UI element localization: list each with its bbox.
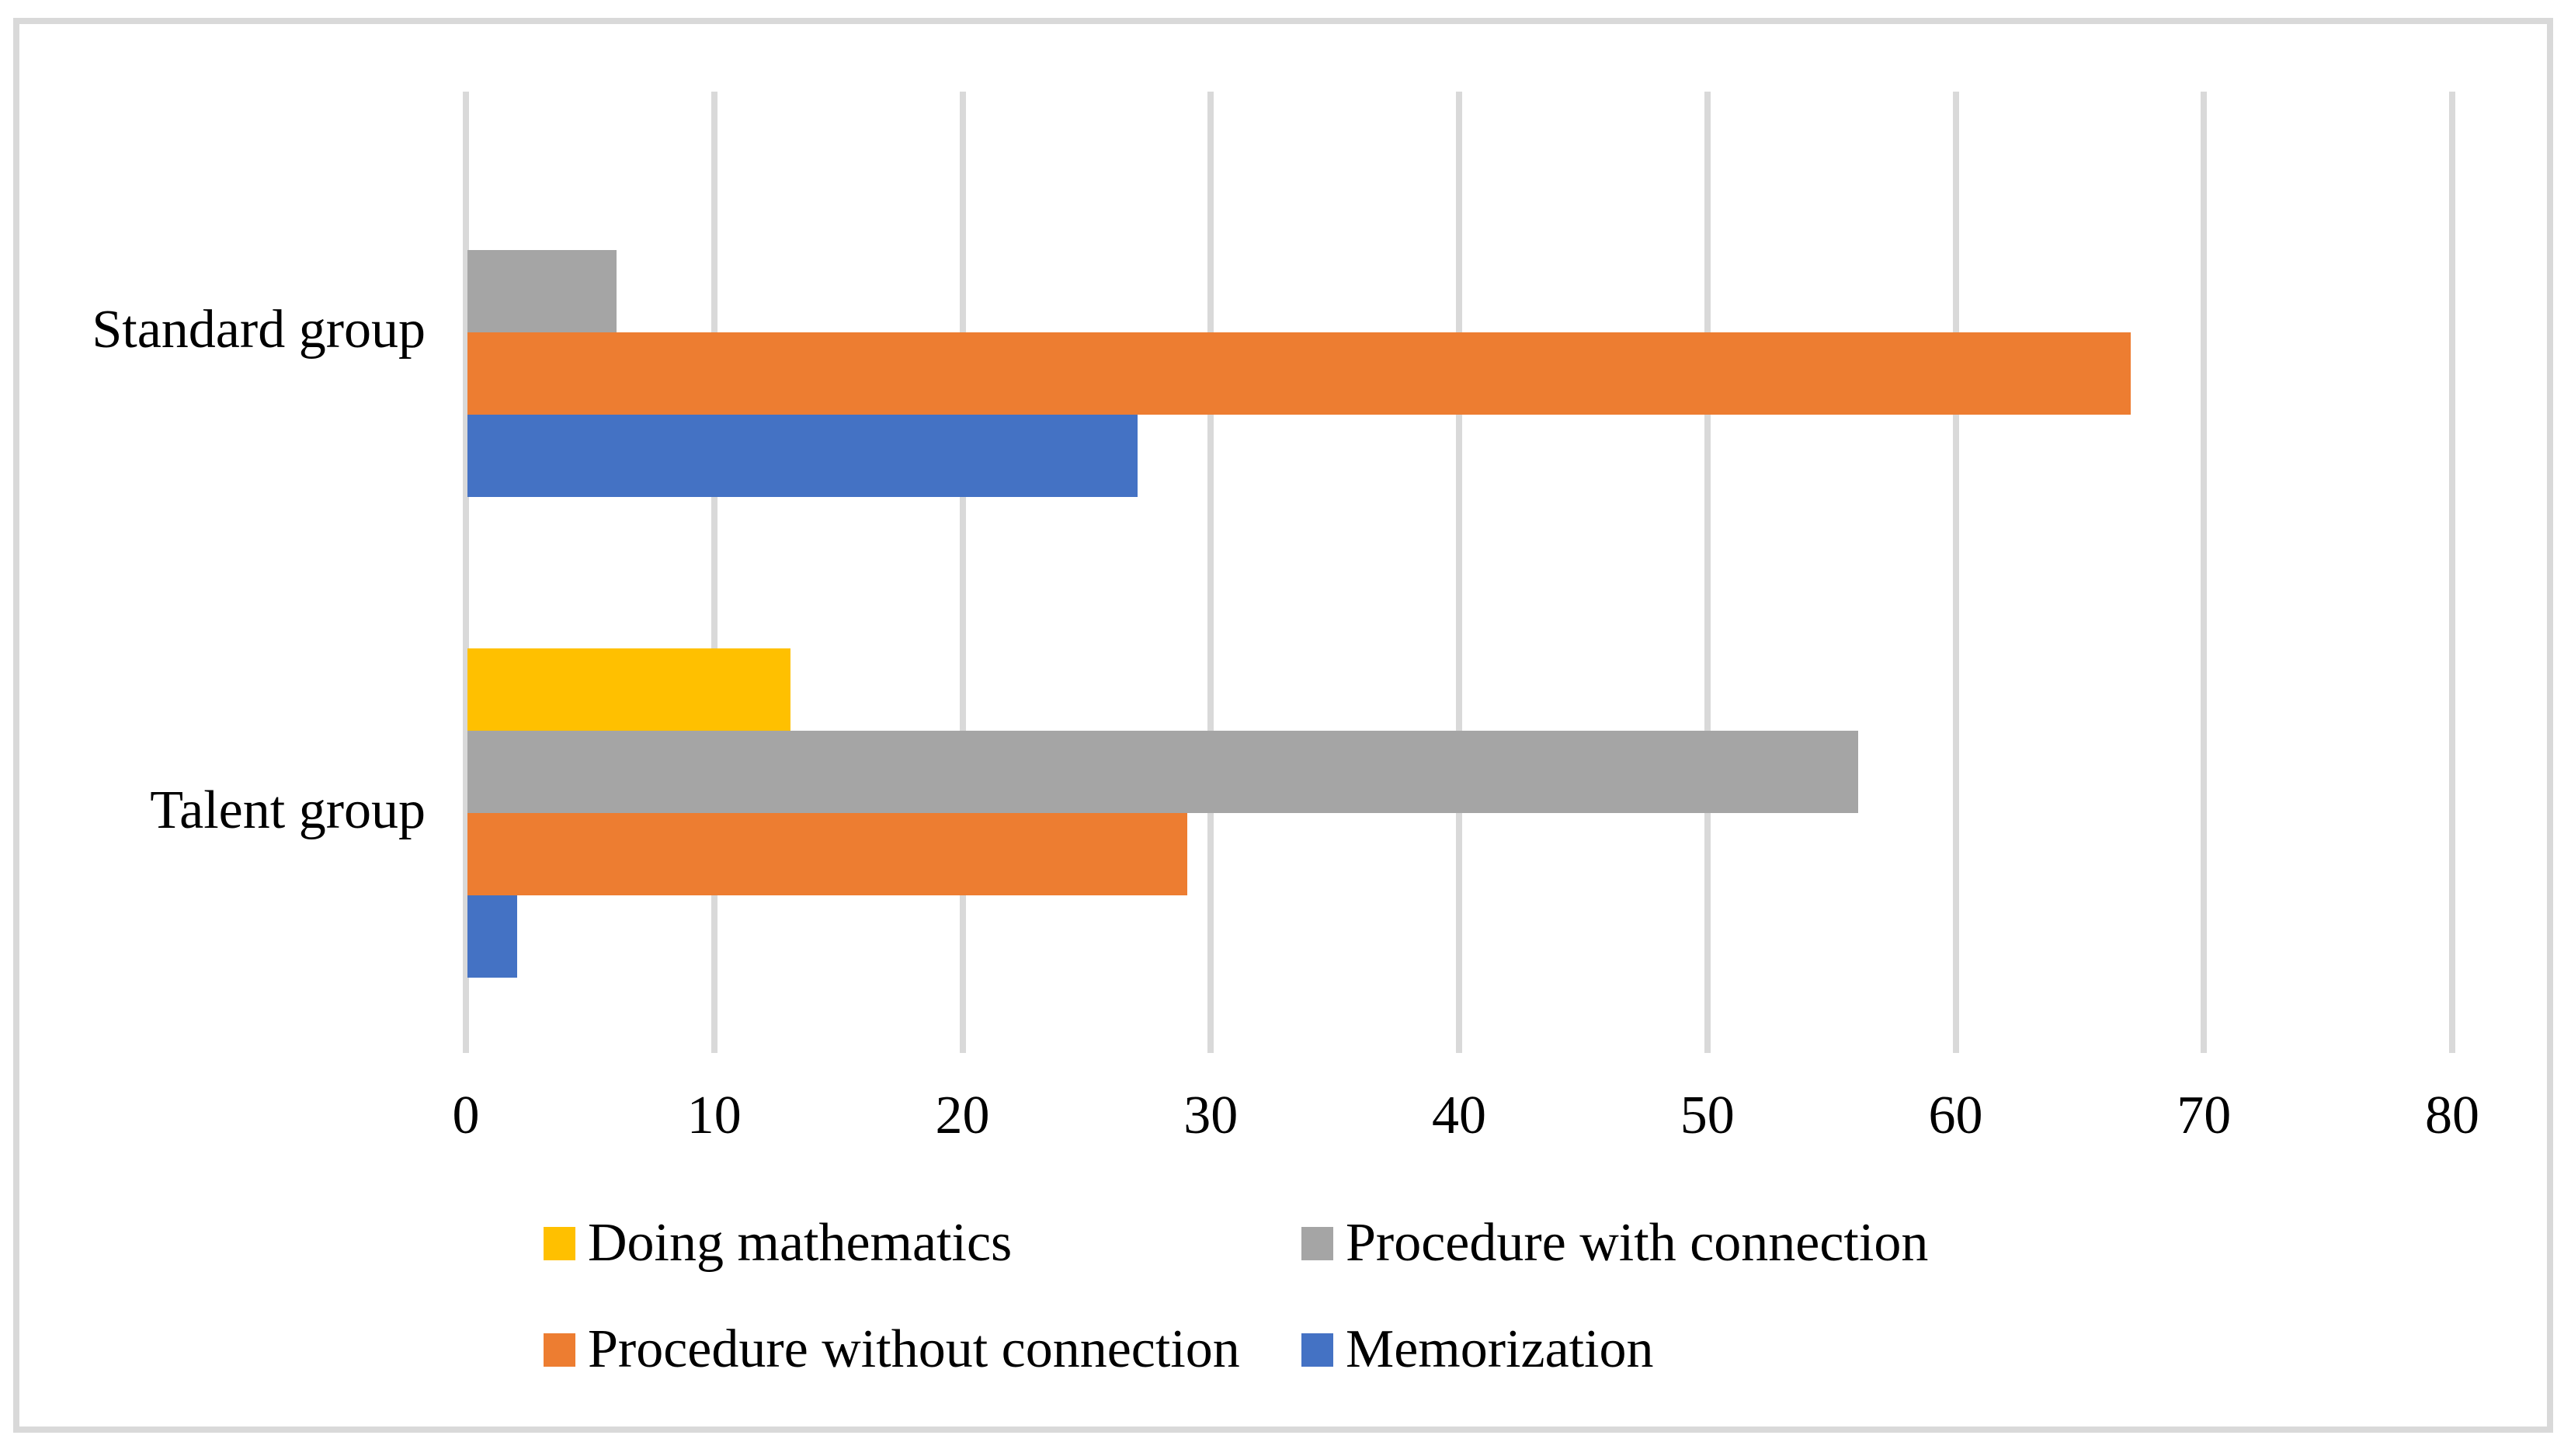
gridline-x-20	[959, 92, 966, 1053]
x-tick-label-40: 40	[1432, 1086, 1486, 1145]
legend-item-memorization: Memorization	[1301, 1322, 1654, 1377]
gridline-x-40	[1456, 92, 1462, 1053]
legend-swatch-doing-mathematics	[544, 1227, 575, 1260]
legend-item-procedure-with-connection: Procedure with connection	[1301, 1216, 1928, 1270]
legend-swatch-procedure-with-connection	[1301, 1227, 1333, 1260]
chart-border	[13, 18, 2553, 1433]
x-tick-label-50: 50	[1680, 1086, 1735, 1145]
legend-label-doing-mathematics: Doing mathematics	[588, 1213, 1013, 1273]
gridline-x-60	[1952, 92, 1959, 1053]
bar-standard-group-procedure-with-connection	[467, 249, 617, 332]
legend-item-doing-mathematics: Doing mathematics	[544, 1216, 1012, 1270]
bar-talent-group-procedure-with-connection	[467, 730, 1858, 813]
gridline-x-30	[1207, 92, 1214, 1053]
category-label-talent-group: Talent group	[150, 780, 426, 840]
legend-item-procedure-without-connection: Procedure without connection	[544, 1322, 1240, 1377]
gridline-x-0	[463, 92, 469, 1053]
gridline-x-80	[2449, 92, 2455, 1053]
legend-label-procedure-without-connection: Procedure without connection	[588, 1319, 1240, 1379]
bar-talent-group-doing-mathematics	[467, 648, 790, 731]
bar-talent-group-memorization	[467, 895, 517, 978]
gridline-x-70	[2201, 92, 2208, 1053]
legend-swatch-memorization	[1301, 1333, 1333, 1367]
legend-swatch-procedure-without-connection	[544, 1333, 575, 1367]
x-tick-label-0: 0	[452, 1086, 480, 1145]
gridline-x-50	[1704, 92, 1711, 1053]
bar-standard-group-procedure-without-connection	[467, 332, 2131, 415]
bar-standard-group-memorization	[467, 414, 1138, 497]
legend-label-memorization: Memorization	[1346, 1319, 1654, 1379]
x-tick-label-10: 10	[686, 1086, 742, 1145]
category-label-standard-group: Standard group	[92, 299, 426, 360]
bar-talent-group-procedure-without-connection	[467, 812, 1188, 895]
x-tick-label-60: 60	[1928, 1086, 1983, 1145]
x-tick-label-80: 80	[2425, 1086, 2479, 1145]
x-tick-label-70: 70	[2177, 1086, 2232, 1145]
gridline-x-10	[710, 92, 717, 1053]
x-tick-label-20: 20	[935, 1086, 990, 1145]
legend-label-procedure-with-connection: Procedure with connection	[1346, 1213, 1929, 1273]
x-tick-label-30: 30	[1183, 1086, 1239, 1145]
